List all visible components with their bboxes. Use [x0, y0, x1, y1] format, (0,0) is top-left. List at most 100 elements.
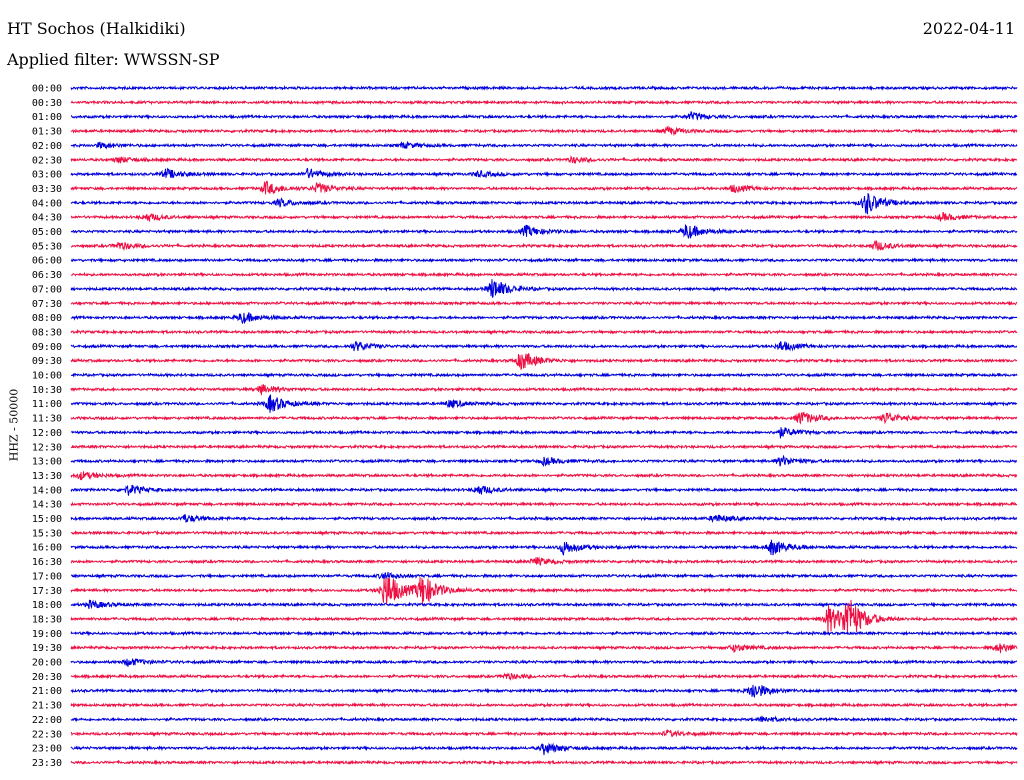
trace-row	[70, 192, 1018, 215]
time-tick-label: 23:30	[32, 758, 62, 769]
trace-row	[70, 759, 1018, 766]
trace-row	[70, 556, 1018, 566]
trace-row	[70, 340, 1018, 352]
time-tick-label: 12:30	[32, 442, 62, 453]
trace-row	[70, 701, 1018, 709]
time-tick-label: 22:00	[32, 715, 62, 726]
trace-row	[70, 742, 1018, 756]
time-tick-label: 18:30	[32, 614, 62, 625]
time-tick-label: 00:00	[32, 84, 62, 95]
time-tick-label: 15:00	[32, 514, 62, 525]
trace-row	[70, 125, 1018, 136]
time-tick-label: 21:00	[32, 686, 62, 697]
time-tick-label: 04:30	[32, 213, 62, 224]
time-tick-label: 19:00	[32, 629, 62, 640]
trace-row	[70, 300, 1018, 307]
trace-row	[70, 599, 1018, 633]
time-tick-label: 07:00	[32, 284, 62, 295]
time-tick-label: 23:00	[32, 744, 62, 755]
trace-row	[70, 271, 1018, 278]
time-tick-label: 05:00	[32, 227, 62, 238]
time-tick-label: 13:00	[32, 457, 62, 468]
time-tick-label: 20:00	[32, 658, 62, 669]
trace-row	[71, 111, 1018, 121]
time-tick-label: 13:30	[32, 471, 62, 482]
trace-row	[70, 427, 1018, 439]
trace-row	[70, 140, 1018, 150]
trace-row	[70, 224, 1018, 239]
trace-row	[70, 411, 1018, 425]
filter-label: Applied filter: WWSSN-SP	[7, 50, 220, 69]
time-tick-label: 22:30	[32, 729, 62, 740]
trace-row	[70, 657, 1018, 667]
time-tick-label: 08:00	[32, 313, 62, 324]
trace-row	[70, 471, 1018, 481]
trace-row	[70, 684, 1018, 698]
trace-row	[70, 501, 1018, 508]
time-tick-label: 02:30	[32, 155, 62, 166]
time-tick-label: 01:00	[32, 112, 62, 123]
time-tick-label: 18:00	[32, 600, 62, 611]
trace-row	[70, 577, 1018, 605]
time-tick-label: 11:30	[32, 414, 62, 425]
trace-row	[70, 454, 1018, 467]
time-tick-label: 07:30	[32, 299, 62, 310]
date-label: 2022-04-11	[922, 19, 1015, 38]
trace-row	[70, 630, 1018, 637]
trace-row	[70, 84, 1018, 92]
time-tick-label: 10:30	[32, 385, 62, 396]
trace-row	[70, 257, 1018, 264]
trace-row	[71, 372, 1018, 379]
trace-row	[70, 529, 1018, 537]
trace-row	[70, 643, 1018, 654]
trace-row	[70, 443, 1018, 450]
time-tick-label: 19:30	[32, 643, 62, 654]
time-tick-label: 09:00	[32, 342, 62, 353]
time-tick-label: 14:00	[32, 485, 62, 496]
trace-row	[70, 154, 1017, 165]
trace-row	[70, 394, 1018, 413]
time-tick-label: 12:00	[32, 428, 62, 439]
time-tick-label: 14:30	[32, 500, 62, 511]
time-tick-label: 10:00	[32, 371, 62, 382]
time-tick-label: 05:30	[32, 241, 62, 252]
trace-row	[70, 539, 1018, 556]
time-tick-label: 02:00	[32, 141, 62, 152]
time-tick-label: 20:30	[32, 672, 62, 683]
station-title: HT Sochos (Halkidiki)	[7, 19, 186, 38]
trace-row	[70, 599, 1018, 610]
trace-row	[70, 167, 1018, 179]
time-tick-label: 16:00	[32, 543, 62, 554]
trace-row	[70, 279, 1018, 299]
trace-row	[70, 211, 1018, 222]
time-tick-label: 15:30	[32, 528, 62, 539]
trace-row	[70, 484, 1018, 496]
trace-row	[70, 715, 1018, 723]
time-tick-label: 04:00	[32, 198, 62, 209]
time-tick-label: 17:00	[32, 571, 62, 582]
trace-row	[70, 384, 1018, 396]
trace-row	[70, 239, 1018, 252]
time-tick-label: 01:30	[32, 127, 62, 138]
time-tick-label: 06:00	[32, 256, 62, 267]
time-tick-label: 03:30	[32, 184, 62, 195]
time-tick-label: 00:30	[32, 98, 62, 109]
trace-row	[70, 352, 1018, 370]
time-tick-label: 17:30	[32, 586, 62, 597]
trace-row	[70, 514, 1018, 524]
trace-row	[70, 99, 1018, 106]
time-tick-label: 09:30	[32, 356, 62, 367]
trace-row	[70, 328, 1018, 336]
time-tick-label: 08:30	[32, 327, 62, 338]
time-tick-label: 16:30	[32, 557, 62, 568]
time-tick-label: 11:00	[32, 399, 62, 410]
time-tick-label: 03:00	[32, 170, 62, 181]
trace-row	[71, 729, 1018, 738]
trace-row	[70, 180, 1018, 195]
trace-row	[71, 571, 1018, 581]
time-tick-label: 06:30	[32, 270, 62, 281]
time-tick-label: 21:30	[32, 701, 62, 712]
trace-row	[70, 672, 1018, 682]
trace-row	[70, 312, 1018, 324]
